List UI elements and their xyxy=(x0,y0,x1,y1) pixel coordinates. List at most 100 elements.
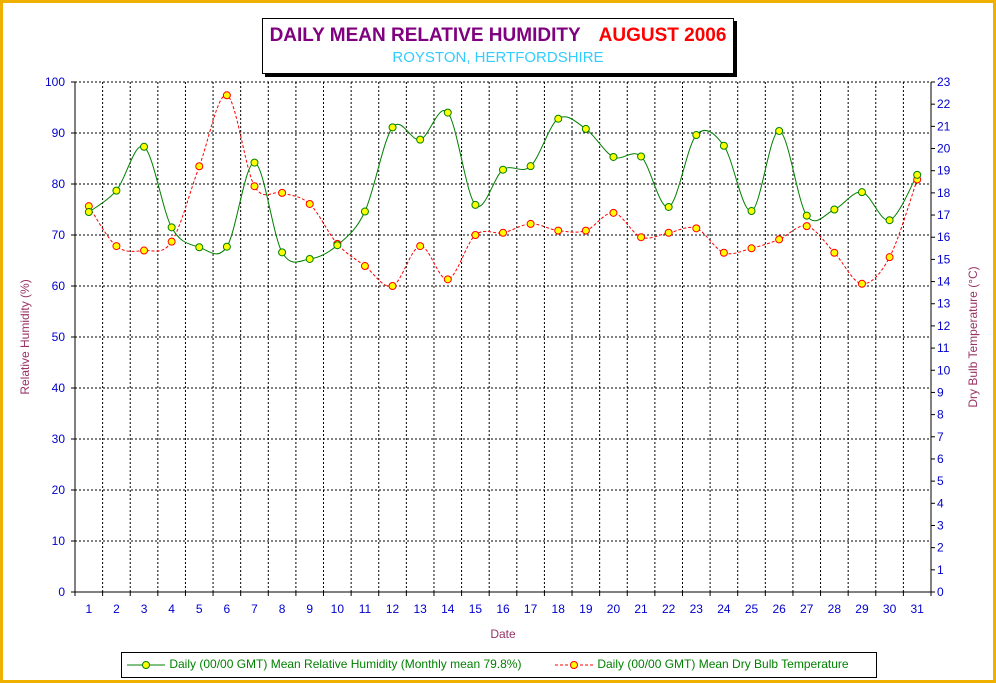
y2-tick-label: 18 xyxy=(937,186,951,200)
y-tick-label: 70 xyxy=(52,228,66,242)
temperature-point xyxy=(775,235,784,244)
x-tick-label: 29 xyxy=(855,602,869,616)
humidity-point xyxy=(692,131,701,140)
y2-tick-label: 3 xyxy=(937,518,944,532)
y2-tick-label: 8 xyxy=(937,408,944,422)
y-tick-label: 60 xyxy=(52,279,66,293)
x-tick-label: 31 xyxy=(911,602,925,616)
humidity-point xyxy=(167,223,176,232)
y2-tick-label: 22 xyxy=(937,97,951,111)
chart-subtitle: ROYSTON, HERTFORDSHIRE xyxy=(392,49,604,66)
chart-legend: Daily (00/00 GMT) Mean Relative Humidity… xyxy=(121,652,877,678)
y2-tick-label: 19 xyxy=(937,164,951,178)
x-tick-label: 30 xyxy=(883,602,897,616)
x-tick-label: 15 xyxy=(469,602,483,616)
y2-tick-label: 6 xyxy=(937,452,944,466)
x-axis-title: Date xyxy=(490,627,516,641)
x-tick-label: 28 xyxy=(828,602,842,616)
tick-labels: 0102030405060708090100012345678910111213… xyxy=(45,75,951,616)
humidity-point xyxy=(140,142,149,151)
y2-tick-label: 17 xyxy=(937,208,951,222)
x-tick-label: 23 xyxy=(690,602,704,616)
x-tick-label: 22 xyxy=(662,602,676,616)
x-tick-label: 11 xyxy=(359,602,372,616)
y2-tick-label: 4 xyxy=(937,496,944,510)
x-tick-label: 24 xyxy=(717,602,731,616)
y2-tick-label: 7 xyxy=(937,430,944,444)
y2-tick-label: 21 xyxy=(937,119,951,133)
humidity-point xyxy=(499,165,507,174)
x-tick-label: 21 xyxy=(634,602,648,616)
x-tick-label: 6 xyxy=(224,602,231,616)
chart-title-month: AUGUST 2006 xyxy=(598,25,727,46)
humidity-point xyxy=(775,126,784,135)
temperature-point xyxy=(664,228,673,237)
temperature-point xyxy=(278,188,287,197)
humidity-point xyxy=(222,242,231,251)
legend-humidity-swatch xyxy=(127,660,165,669)
legend-item-temperature: Daily (00/00 GMT) Mean Dry Bulb Temperat… xyxy=(554,657,849,672)
temperature-point xyxy=(222,91,231,100)
legend-temperature-label: Daily (00/00 GMT) Mean Dry Bulb Temperat… xyxy=(597,657,849,671)
y2-tick-label: 0 xyxy=(937,585,944,599)
x-tick-label: 4 xyxy=(168,602,175,616)
x-tick-label: 26 xyxy=(772,602,786,616)
humidity-point xyxy=(278,248,287,257)
series-markers xyxy=(84,91,922,290)
temperature-point xyxy=(250,182,259,191)
x-tick-label: 27 xyxy=(800,602,814,616)
y2-tick-label: 10 xyxy=(937,363,951,377)
temperature-point xyxy=(857,279,866,288)
humidity-point xyxy=(471,200,480,209)
y2-tick-label: 9 xyxy=(937,385,944,399)
x-tick-label: 14 xyxy=(441,602,455,616)
temperature-point xyxy=(167,237,176,246)
x-tick-label: 25 xyxy=(745,602,759,616)
x-tick-label: 18 xyxy=(552,602,566,616)
temperature-point xyxy=(305,199,314,208)
humidity-point xyxy=(250,158,259,167)
y-tick-label: 50 xyxy=(52,330,66,344)
temperature-point xyxy=(499,228,507,237)
y-tick-label: 10 xyxy=(52,534,66,548)
legend-temperature-swatch xyxy=(555,660,593,669)
x-tick-label: 1 xyxy=(85,602,92,616)
temperature-point xyxy=(140,246,149,255)
y2-axis-title: Dry Bulb Temperature (°C) xyxy=(966,266,980,407)
temperature-point xyxy=(692,224,701,233)
temperature-point xyxy=(526,219,535,228)
y-axis-title: Relative Humidity (%) xyxy=(18,279,32,394)
grid-lines xyxy=(75,81,931,592)
temperature-point xyxy=(581,226,590,235)
temperature-point xyxy=(112,242,121,251)
humidity-point xyxy=(84,208,93,217)
humidity-point xyxy=(360,207,369,216)
y-tick-label: 20 xyxy=(52,483,66,497)
x-tick-label: 3 xyxy=(141,602,148,616)
humidity-point xyxy=(664,202,673,211)
y2-tick-label: 2 xyxy=(937,541,944,555)
y2-tick-label: 11 xyxy=(937,341,950,355)
humidity-point xyxy=(112,186,121,195)
x-tick-label: 8 xyxy=(279,602,286,616)
axes xyxy=(71,81,935,596)
x-tick-label: 17 xyxy=(524,602,538,616)
humidity-point xyxy=(719,141,728,150)
temperature-point xyxy=(471,231,480,239)
x-tick-label: 2 xyxy=(113,602,120,616)
humidity-point xyxy=(913,170,922,179)
humidity-point xyxy=(609,152,618,161)
x-tick-label: 10 xyxy=(331,602,345,616)
humidity-point xyxy=(857,188,866,197)
chart-title-main: DAILY MEAN RELATIVE HUMIDITY xyxy=(269,25,581,46)
humidity-point xyxy=(554,114,563,123)
humidity-point xyxy=(830,205,839,214)
x-tick-label: 9 xyxy=(306,602,313,616)
humidity-point xyxy=(526,162,535,171)
humidity-point xyxy=(333,241,342,250)
x-tick-label: 7 xyxy=(251,602,258,616)
y2-tick-label: 1 xyxy=(937,563,944,577)
humidity-point xyxy=(885,216,894,225)
y2-tick-label: 20 xyxy=(937,142,951,156)
y2-tick-label: 15 xyxy=(937,252,951,266)
